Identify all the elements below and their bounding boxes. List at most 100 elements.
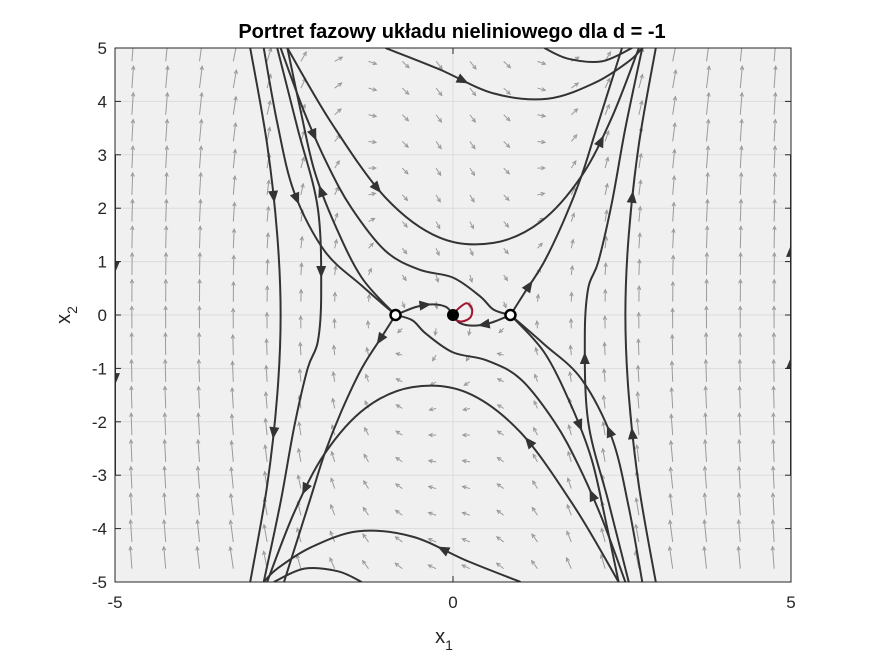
field-vector-head <box>566 503 571 509</box>
field-vector <box>503 221 509 228</box>
field-vector-head <box>164 118 170 124</box>
trajectory <box>509 314 620 582</box>
field-vector-head <box>568 317 574 323</box>
field-vector <box>196 546 200 569</box>
field-vector-head <box>264 338 269 344</box>
field-vector <box>537 114 546 117</box>
field-vector <box>636 418 640 436</box>
field-vector-head <box>336 108 342 113</box>
field-vector <box>401 141 409 148</box>
field-vector-head <box>265 285 270 291</box>
field-vector-head <box>162 438 167 444</box>
field-vector-head <box>394 483 400 488</box>
field-vector-head <box>329 556 334 562</box>
field-vector-head <box>396 328 402 334</box>
field-vector-head <box>363 479 368 485</box>
trajectory <box>385 48 644 101</box>
field-vector-head <box>671 174 677 180</box>
field-vector <box>739 48 743 62</box>
field-vector <box>299 369 302 382</box>
field-vector <box>396 404 403 409</box>
field-vector-head <box>736 518 742 524</box>
field-vector <box>461 564 471 570</box>
field-vector-head <box>467 331 472 337</box>
field-vector-head <box>394 562 400 568</box>
field-vector <box>773 146 776 169</box>
field-vector-head <box>572 134 578 139</box>
field-vector <box>197 493 200 516</box>
field-vector-head <box>228 519 234 525</box>
field-vector-head <box>197 251 203 257</box>
field-vector <box>199 172 202 195</box>
field-vector-head <box>402 276 407 282</box>
field-vector <box>602 395 606 409</box>
field-vector-head <box>505 143 511 149</box>
trajectory-arrow <box>786 357 791 370</box>
field-vector <box>131 66 134 89</box>
field-vector-head <box>530 559 536 565</box>
field-vector-head <box>706 118 711 124</box>
field-vector-head <box>599 553 605 559</box>
field-vector <box>738 519 741 542</box>
field-vector-head <box>332 291 338 297</box>
field-vector-head <box>569 264 575 270</box>
field-vector-head <box>130 118 136 124</box>
field-vector <box>635 524 640 543</box>
field-vector-head <box>533 400 538 406</box>
field-vector-head <box>637 232 642 238</box>
field-vector <box>496 509 504 516</box>
field-vector-head <box>770 465 776 471</box>
field-vector-head <box>361 559 367 565</box>
field-vector-head <box>668 519 673 525</box>
trajectory-arrow <box>606 425 617 439</box>
field-vector-head <box>570 212 576 218</box>
field-vector-head <box>364 426 369 432</box>
field-vector-head <box>196 412 201 418</box>
field-vector-head <box>496 378 502 383</box>
field-vector-head <box>533 373 539 379</box>
field-vector <box>532 454 538 463</box>
field-vector <box>570 213 575 222</box>
field-vector <box>230 493 234 516</box>
field-vector-head <box>704 278 709 284</box>
field-vector-head <box>364 373 370 379</box>
field-vector-head <box>541 139 547 145</box>
field-vector <box>537 140 546 143</box>
field-vector <box>772 439 775 462</box>
field-vector <box>266 339 268 356</box>
field-vector-head <box>636 285 642 291</box>
field-vector-head <box>372 165 377 171</box>
field-vector-head <box>738 278 743 284</box>
field-vector-head <box>229 439 234 445</box>
field-vector-head <box>541 87 547 92</box>
field-vector <box>363 480 369 489</box>
field-vector-head <box>604 209 609 215</box>
field-vector-head <box>470 224 475 230</box>
field-vector-head <box>635 391 641 397</box>
field-vector-head <box>333 238 339 244</box>
field-vector <box>366 347 369 356</box>
field-vector <box>638 153 642 169</box>
field-vector-head <box>496 483 502 488</box>
trajectory-arrow <box>302 481 312 495</box>
field-vector-head <box>602 341 607 347</box>
field-vector <box>266 233 269 249</box>
field-vector-head <box>129 251 135 257</box>
field-vector <box>395 536 403 543</box>
field-vector-head <box>637 258 642 264</box>
field-vector <box>570 108 578 116</box>
field-vector <box>503 141 510 148</box>
field-vector-head <box>738 305 743 311</box>
field-vector <box>536 321 538 329</box>
field-vector <box>368 114 377 117</box>
field-vector <box>638 259 641 275</box>
equilibrium-points <box>389 308 517 322</box>
field-vector-head <box>395 352 401 357</box>
y-tick-label: -1 <box>92 359 107 378</box>
field-vector <box>130 386 133 409</box>
field-vector-head <box>365 346 370 352</box>
field-vector-head <box>433 331 438 337</box>
field-vector-head <box>737 412 742 418</box>
field-vector <box>531 507 538 516</box>
field-vector <box>773 92 776 115</box>
